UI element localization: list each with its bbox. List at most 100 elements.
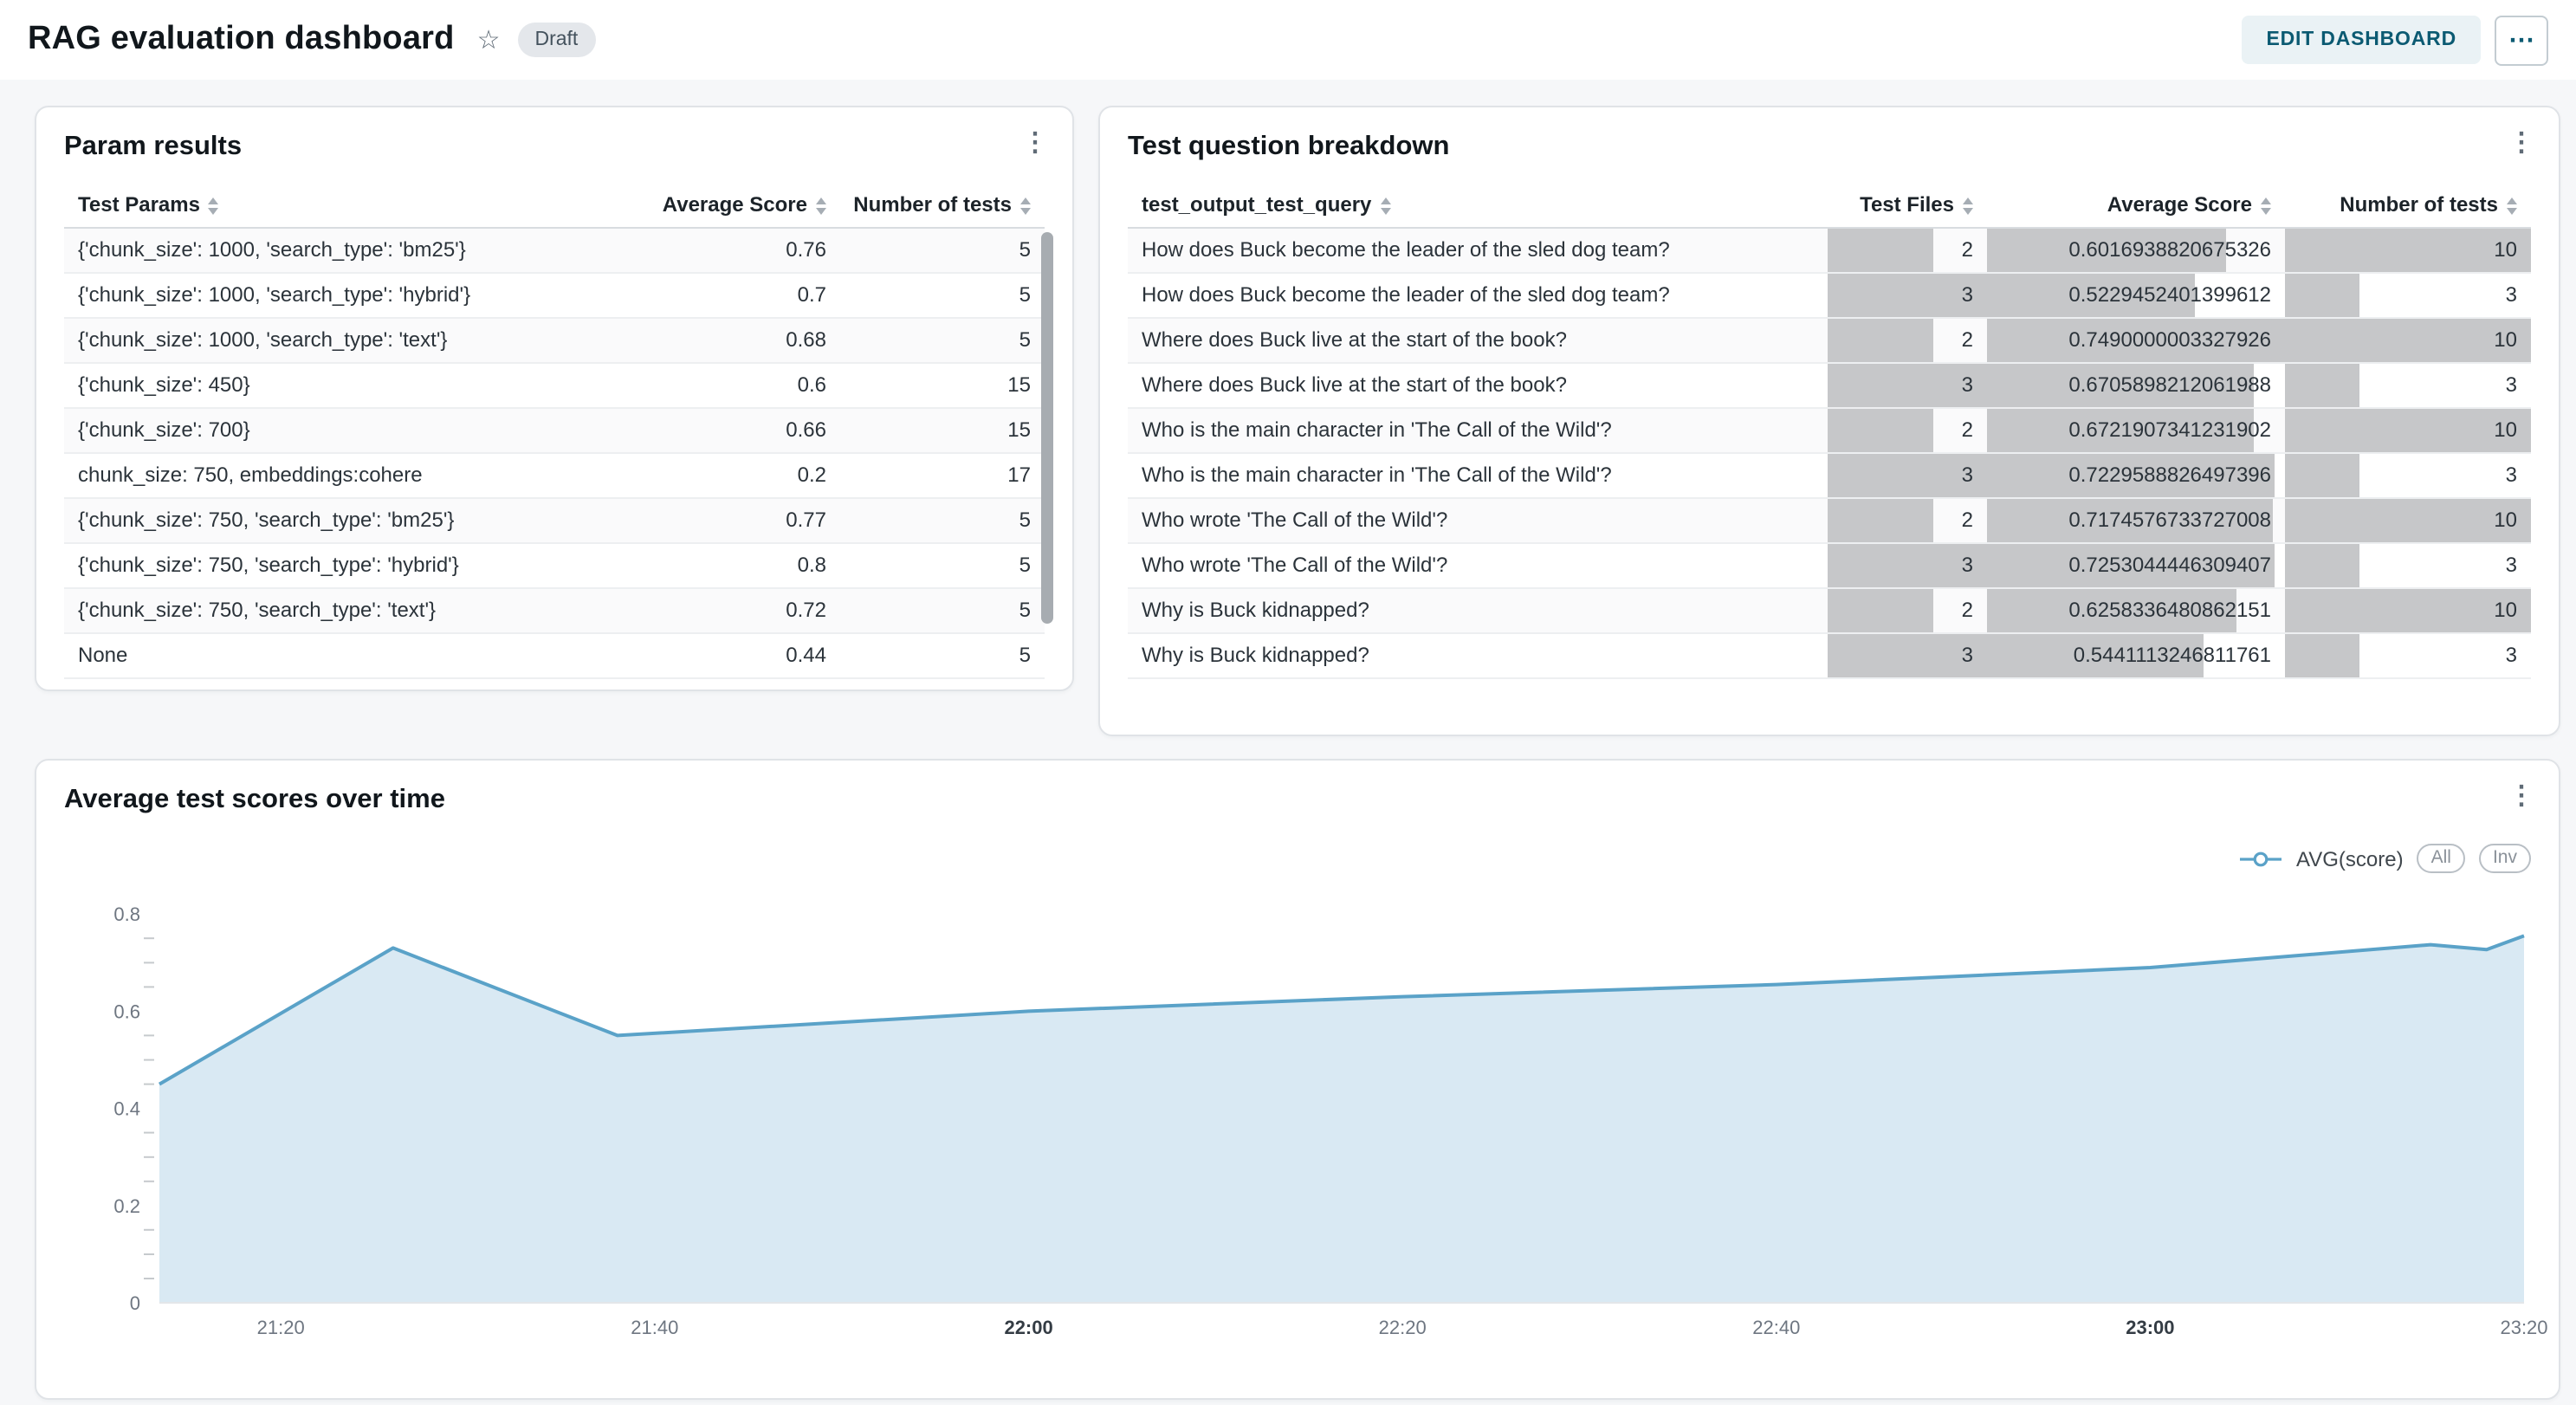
cell-value: 2 xyxy=(1961,237,1973,262)
table-row: Where does Buck live at the start of the… xyxy=(1128,364,2531,409)
x-tick-label: 21:40 xyxy=(631,1317,678,1338)
data-bar xyxy=(1828,409,1934,452)
table-row: {'chunk_size': 1000, 'search_type': 'tex… xyxy=(64,319,1045,364)
score-cell: 0.68 xyxy=(786,327,826,352)
cell-value: 0.6258336480862151 xyxy=(2068,598,2271,622)
data-bar xyxy=(1828,499,1934,542)
y-tick-label: 0.6 xyxy=(113,1000,140,1022)
data-bar xyxy=(2285,364,2359,407)
table-body: {'chunk_size': 1000, 'search_type': 'bm2… xyxy=(64,229,1045,679)
tests-cell: 3 xyxy=(2285,544,2531,587)
column-header-number-of-tests[interactable]: Number of tests xyxy=(2285,184,2531,227)
cell-value: 0.5229452401399612 xyxy=(2068,282,2271,307)
data-bar xyxy=(1828,544,1987,587)
column-header-average-score[interactable]: Average Score xyxy=(636,184,840,227)
sort-icon xyxy=(2507,197,2517,214)
table-row: {'chunk_size': 1000, 'search_type': 'hyb… xyxy=(64,274,1045,319)
score-cell: 0.7 xyxy=(797,282,826,307)
cell-value: 3 xyxy=(1961,643,1973,667)
table-row: Why is Buck kidnapped? 3 0.544111324681176… xyxy=(1128,634,2531,679)
score-cell: 0.77 xyxy=(786,508,826,532)
score-cell: 0.8 xyxy=(797,553,826,577)
cell-value: 10 xyxy=(2494,508,2517,532)
table-row: {'chunk_size': 750, 'search_type': 'bm25… xyxy=(64,499,1045,544)
table-row: {'chunk_size': 1000, 'search_type': 'bm2… xyxy=(64,229,1045,274)
table-row: How does Buck become the leader of the s… xyxy=(1128,229,2531,274)
column-header-number-of-tests[interactable]: Number of tests xyxy=(840,184,1045,227)
score-cell: 0.5441113246811761 xyxy=(1987,634,2285,677)
data-bar xyxy=(2285,544,2359,587)
files-cell: 2 xyxy=(1828,409,1987,452)
data-bar xyxy=(1828,589,1934,632)
scores-chart-card: Average test scores over time ⋮ AVG(scor… xyxy=(35,759,2560,1400)
data-bar xyxy=(1987,229,2227,272)
cell-value: 2 xyxy=(1961,327,1973,352)
cell-value: 2 xyxy=(1961,598,1973,622)
kebab-icon: ⋮ xyxy=(2508,128,2534,158)
tests-cell: 10 xyxy=(2285,229,2531,272)
cell-value: 3 xyxy=(1961,463,1973,487)
cell-value: 0.5441113246811761 xyxy=(2073,643,2271,667)
tests-cell: 3 xyxy=(2285,454,2531,497)
column-header-average-score[interactable]: Average Score xyxy=(1987,184,2285,227)
sort-icon xyxy=(1963,197,1973,214)
scrollbar-thumb[interactable] xyxy=(1041,232,1053,624)
card-menu-button[interactable]: ⋮ xyxy=(1015,126,1055,159)
page-title: RAG evaluation dashboard xyxy=(28,21,455,57)
data-bar xyxy=(2285,274,2359,317)
card-menu-button[interactable]: ⋮ xyxy=(2502,780,2541,813)
y-tick-label: 0 xyxy=(130,1292,140,1314)
table-row: How does Buck become the leader of the s… xyxy=(1128,274,2531,319)
cell-value: 3 xyxy=(2505,463,2517,487)
table-scrollbar[interactable] xyxy=(1041,232,1053,665)
data-bar xyxy=(1828,364,1987,407)
score-cell: 0.6721907341231902 xyxy=(1987,409,2285,452)
cell-value: 0.7229588826497396 xyxy=(2068,463,2271,487)
param-results-card: Param results ⋮ Test Params Average Scor… xyxy=(35,106,1074,691)
legend-inv-button[interactable]: Inv xyxy=(2478,844,2531,873)
files-cell: 2 xyxy=(1828,319,1987,362)
data-bar xyxy=(1987,499,2273,542)
cell-value: 0.7174576733727008 xyxy=(2068,508,2271,532)
legend-all-button[interactable]: All xyxy=(2417,844,2465,873)
favorite-star-button[interactable]: ☆ xyxy=(477,27,501,53)
score-cell: 0.7490000003327926 xyxy=(1987,319,2285,362)
data-bar xyxy=(1828,274,1987,317)
tests-cell: 3 xyxy=(2285,274,2531,317)
column-label: Average Score xyxy=(2107,192,2252,217)
tests-cell: 10 xyxy=(2285,589,2531,632)
files-cell: 3 xyxy=(1828,544,1987,587)
card-menu-button[interactable]: ⋮ xyxy=(2502,126,2541,159)
column-header-test-query[interactable]: test_output_test_query xyxy=(1128,184,1828,227)
score-cell: 0.7174576733727008 xyxy=(1987,499,2285,542)
param-cell: {'chunk_size': 750, 'search_type': 'text… xyxy=(78,598,437,622)
x-tick-label: 23:00 xyxy=(2126,1317,2174,1338)
ellipsis-icon: ⋯ xyxy=(2508,25,2534,55)
cell-value: 0.7253044446309407 xyxy=(2068,553,2271,577)
data-bar xyxy=(2285,454,2359,497)
tests-cell: 5 xyxy=(1019,598,1031,622)
column-header-test-params[interactable]: Test Params xyxy=(64,184,636,227)
sort-icon xyxy=(2261,197,2271,214)
param-cell: {'chunk_size': 750, 'search_type': 'bm25… xyxy=(78,508,455,532)
files-cell: 2 xyxy=(1828,229,1987,272)
column-label: Test Params xyxy=(78,192,200,217)
more-options-button[interactable]: ⋯ xyxy=(2495,15,2548,65)
column-header-test-files[interactable]: Test Files xyxy=(1828,184,1987,227)
data-bar xyxy=(2285,319,2531,362)
data-bar xyxy=(2285,634,2359,677)
edit-dashboard-button[interactable]: EDIT DASHBOARD xyxy=(2242,16,2481,64)
cell-value: 3 xyxy=(2505,282,2517,307)
query-cell: Who wrote 'The Call of the Wild'? xyxy=(1142,508,1448,532)
sort-icon xyxy=(1380,197,1391,214)
tests-cell: 5 xyxy=(1019,553,1031,577)
query-cell: Who is the main character in 'The Call o… xyxy=(1142,463,1612,487)
column-label: Number of tests xyxy=(853,192,1012,217)
table-row: Who is the main character in 'The Call o… xyxy=(1128,409,2531,454)
tests-cell: 5 xyxy=(1019,282,1031,307)
kebab-icon: ⋮ xyxy=(1022,128,1048,158)
query-cell: Why is Buck kidnapped? xyxy=(1142,598,1369,622)
data-bar xyxy=(1828,454,1987,497)
tests-cell: 15 xyxy=(1007,418,1031,442)
cell-value: 10 xyxy=(2494,418,2517,442)
